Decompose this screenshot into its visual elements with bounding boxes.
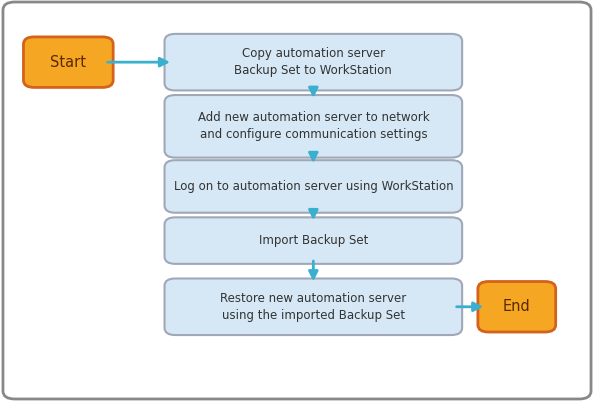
FancyBboxPatch shape xyxy=(165,95,462,158)
Text: End: End xyxy=(503,299,530,314)
Text: Add new automation server to network
and configure communication settings: Add new automation server to network and… xyxy=(198,111,429,141)
FancyBboxPatch shape xyxy=(165,160,462,213)
Text: Log on to automation server using WorkStation: Log on to automation server using WorkSt… xyxy=(173,180,453,193)
Text: Import Backup Set: Import Backup Set xyxy=(258,234,368,247)
FancyBboxPatch shape xyxy=(478,282,556,332)
Text: Restore new automation server
using the imported Backup Set: Restore new automation server using the … xyxy=(220,292,406,322)
Text: Start: Start xyxy=(50,55,86,70)
FancyBboxPatch shape xyxy=(165,217,462,264)
FancyBboxPatch shape xyxy=(24,37,113,87)
FancyBboxPatch shape xyxy=(165,278,462,335)
Text: Copy automation server
Backup Set to WorkStation: Copy automation server Backup Set to Wor… xyxy=(235,47,392,77)
FancyBboxPatch shape xyxy=(165,34,462,91)
FancyBboxPatch shape xyxy=(3,2,591,399)
